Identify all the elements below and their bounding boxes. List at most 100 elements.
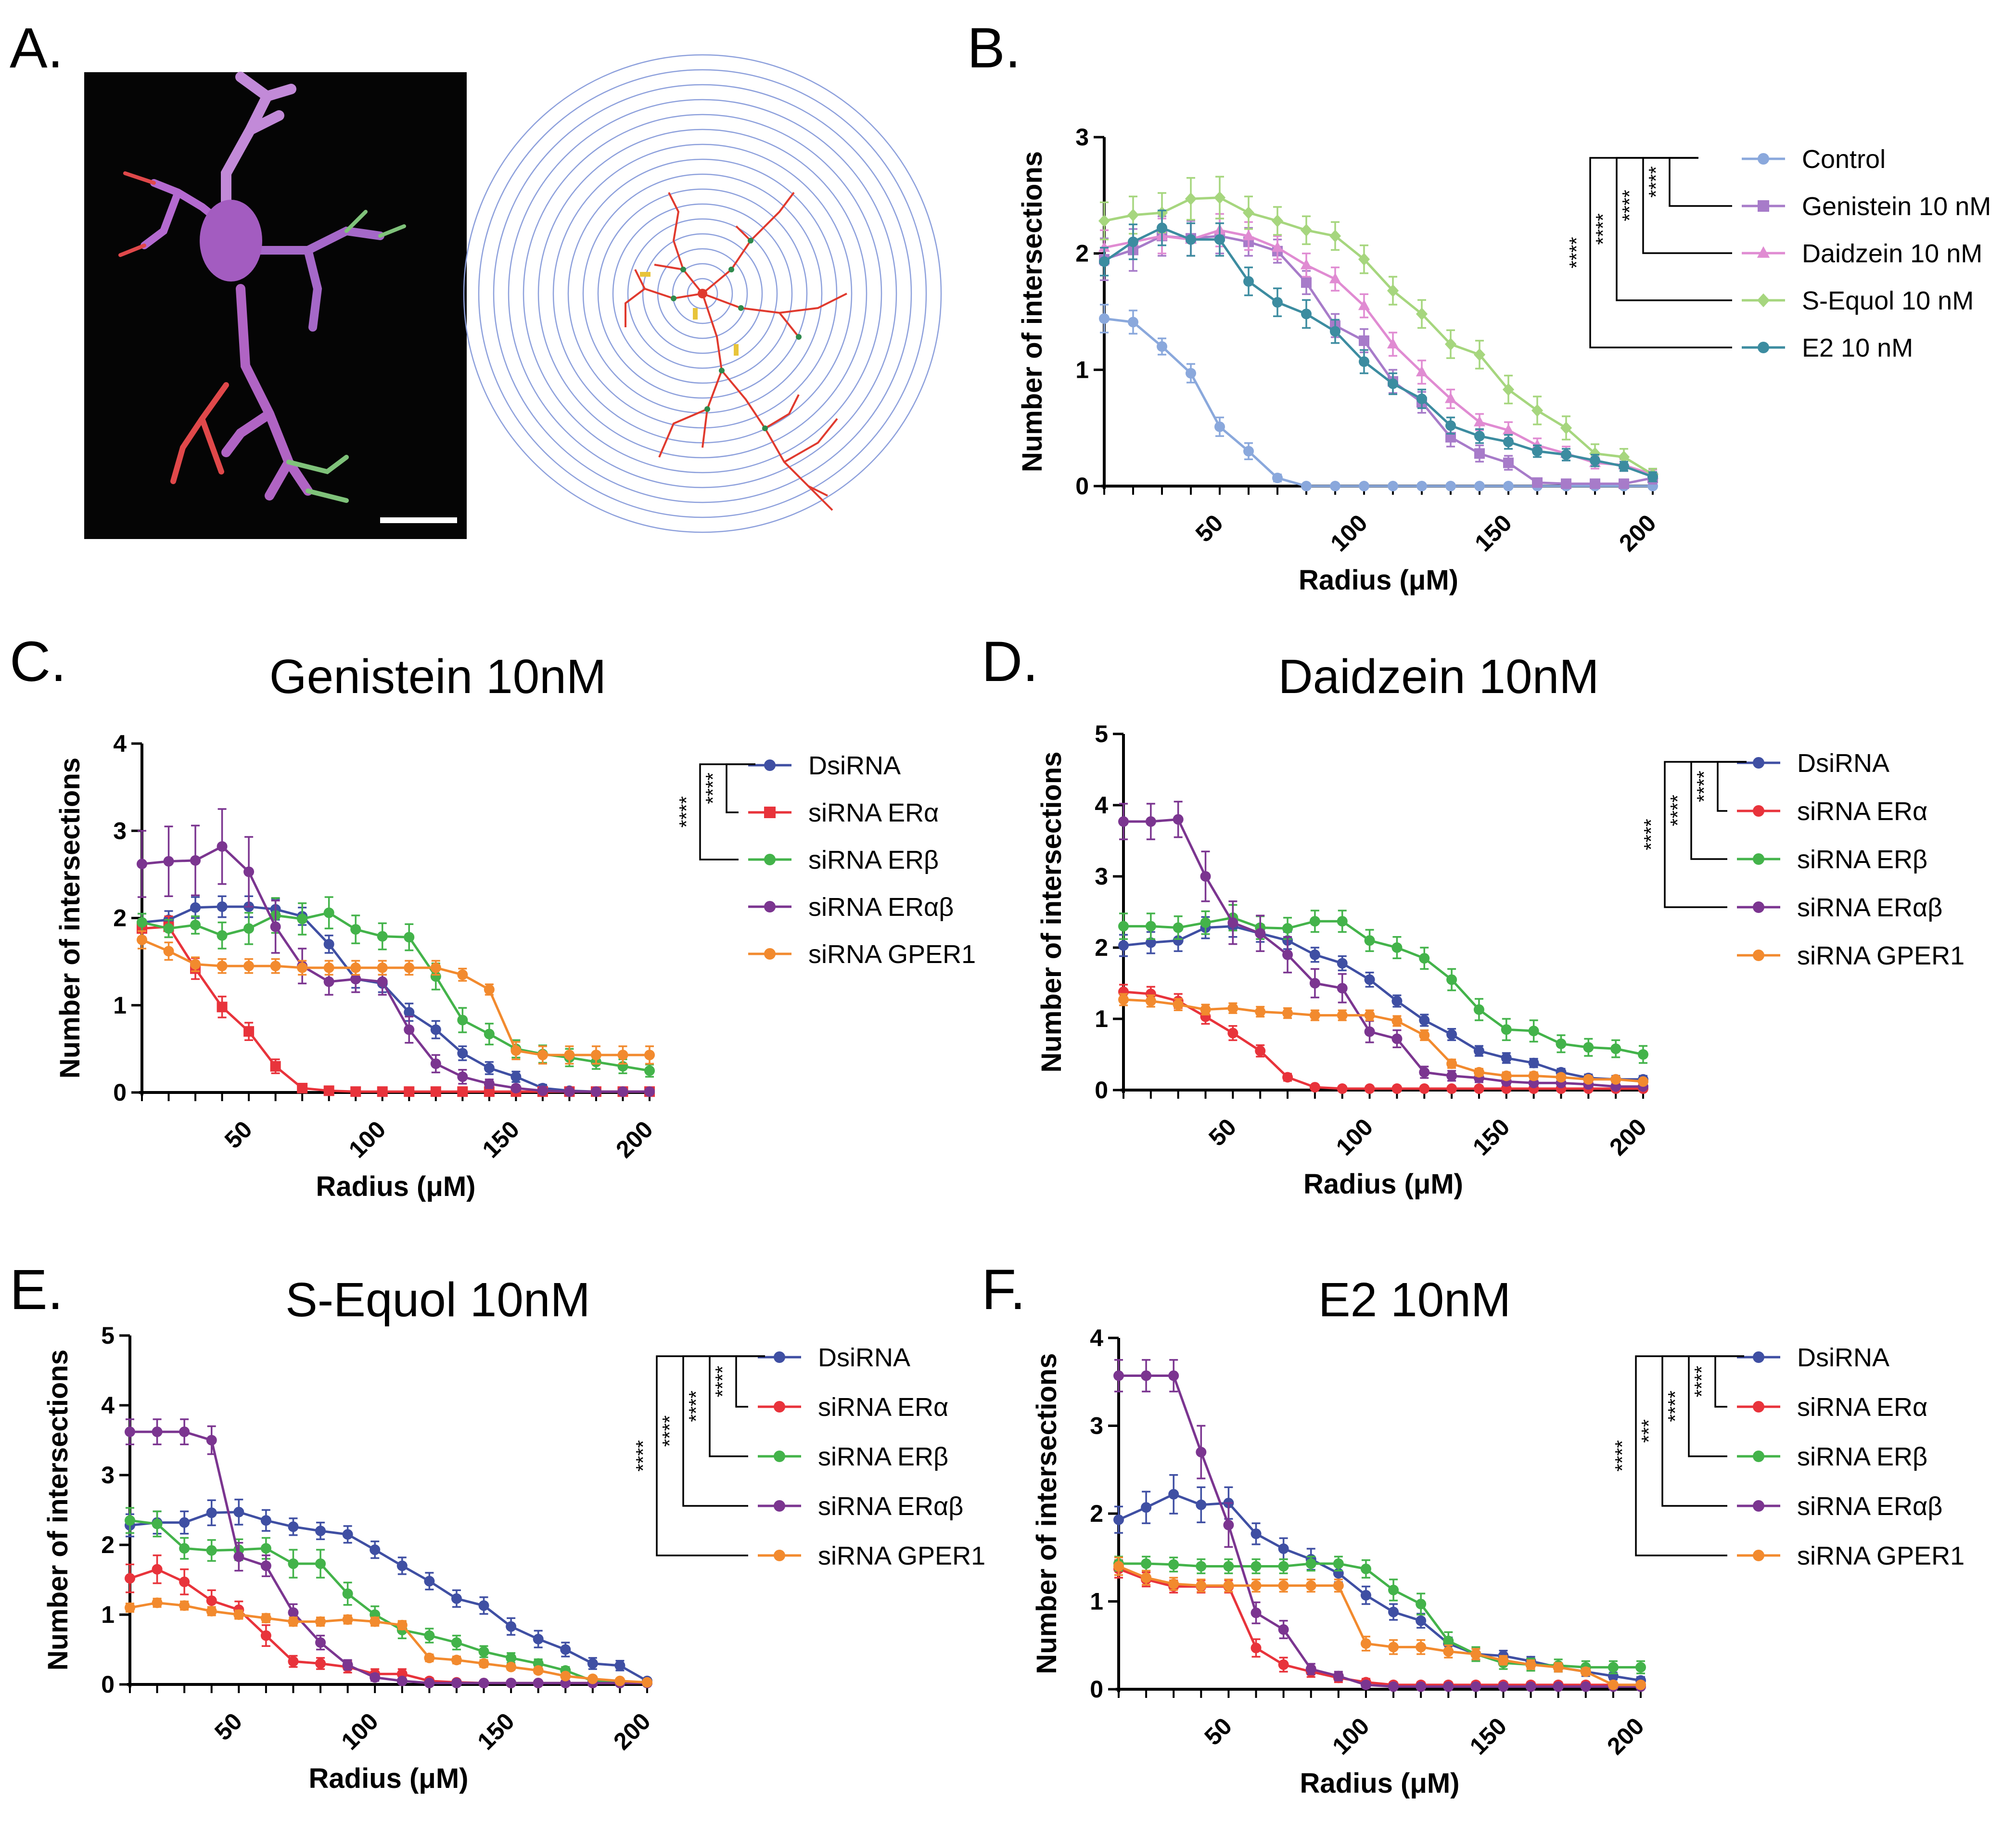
significance-label: **** xyxy=(1664,1390,1686,1422)
legend-label: siRNA GPER1 xyxy=(818,1541,985,1570)
data-point xyxy=(1278,1624,1289,1635)
legend-label: Control xyxy=(1802,145,1886,174)
legend-marker xyxy=(774,1401,785,1413)
sholl-ring xyxy=(537,128,868,459)
data-point xyxy=(233,1551,244,1562)
data-point xyxy=(1416,1642,1427,1653)
data-point xyxy=(297,1082,308,1093)
data-point xyxy=(1445,420,1456,431)
y-tick-label: 4 xyxy=(1090,1324,1103,1351)
data-point xyxy=(510,1045,522,1056)
data-point xyxy=(1250,1528,1262,1539)
legend-item: siRNA ERβ xyxy=(1737,1442,1927,1471)
legend-label: siRNA GPER1 xyxy=(1797,941,1965,970)
sholl-ring xyxy=(508,99,897,488)
data-point xyxy=(1580,1666,1591,1677)
data-point xyxy=(506,1661,517,1672)
data-point xyxy=(590,1050,601,1061)
data-point xyxy=(1446,1070,1457,1081)
legend-marker xyxy=(764,948,776,960)
significance-label: **** xyxy=(675,796,698,827)
data-point xyxy=(1419,953,1430,964)
data-point xyxy=(1128,236,1138,247)
data-point xyxy=(1242,206,1255,219)
data-point xyxy=(323,907,334,918)
data-point xyxy=(1278,1659,1289,1670)
data-point xyxy=(430,962,441,973)
data-point xyxy=(1610,1074,1621,1085)
significance-bracket: **** xyxy=(675,763,755,861)
bracket-line xyxy=(656,1355,765,1556)
data-point xyxy=(1443,1635,1454,1646)
data-point xyxy=(288,1656,299,1667)
data-point xyxy=(1227,1028,1238,1039)
x-axis-label: Radius (μM) xyxy=(1303,1169,1463,1200)
data-point xyxy=(1525,1681,1536,1692)
legend-label: E2 10 nM xyxy=(1802,334,1913,362)
data-point xyxy=(1388,481,1398,491)
data-point xyxy=(1196,1447,1207,1458)
data-point xyxy=(288,1521,299,1532)
data-point xyxy=(315,1558,326,1569)
data-point xyxy=(1553,1681,1564,1692)
data-point xyxy=(323,962,334,973)
legend-item: siRNA ERα xyxy=(748,798,939,827)
data-point xyxy=(1255,928,1266,939)
data-point xyxy=(1282,949,1293,960)
significance-label: **** xyxy=(1666,795,1689,826)
data-point xyxy=(1416,393,1427,404)
data-point xyxy=(152,1597,163,1608)
significance-bracket: **** xyxy=(1640,761,1747,908)
legend-label: siRNA ERβ xyxy=(1797,1442,1927,1471)
y-tick-label: 2 xyxy=(1075,240,1089,267)
legend-label: DsiRNA xyxy=(808,751,901,780)
data-point xyxy=(424,1652,435,1663)
data-point xyxy=(1250,1643,1262,1654)
x-axis-label: Radius (μM) xyxy=(1300,1768,1460,1799)
data-point xyxy=(560,1670,571,1682)
chart-title: S-Equol 10nM xyxy=(285,1273,590,1327)
data-point xyxy=(1501,1053,1512,1064)
data-point xyxy=(125,1426,135,1438)
legend-label: siRNA ERα xyxy=(818,1393,948,1422)
data-point xyxy=(1309,916,1320,927)
data-point xyxy=(1186,368,1196,379)
data-point xyxy=(484,1078,495,1089)
bracket-line xyxy=(699,763,755,861)
data-point xyxy=(260,1543,271,1554)
data-point xyxy=(1498,1655,1509,1666)
data-point xyxy=(1157,222,1167,233)
data-point xyxy=(1470,1649,1481,1659)
legend-marker xyxy=(1757,246,1770,258)
data-point xyxy=(1141,1572,1152,1583)
legend-marker xyxy=(1753,805,1764,817)
y-tick-label: 3 xyxy=(113,817,127,844)
legend-label: DsiRNA xyxy=(1797,1343,1889,1372)
data-point xyxy=(1474,481,1485,491)
data-point xyxy=(1501,1070,1512,1081)
data-point xyxy=(510,1071,522,1082)
data-point xyxy=(297,913,308,925)
y-axis-label: Number of intersections xyxy=(1017,151,1048,472)
data-point xyxy=(451,1593,462,1604)
data-point xyxy=(1473,348,1486,361)
data-point xyxy=(430,1086,441,1097)
data-point xyxy=(206,1606,217,1617)
data-point xyxy=(1553,1662,1564,1673)
data-point xyxy=(1300,224,1313,237)
data-point xyxy=(478,1658,489,1669)
data-point xyxy=(1337,983,1348,994)
data-point xyxy=(1301,308,1312,320)
data-point xyxy=(1255,1006,1266,1017)
data-point xyxy=(1243,276,1254,287)
data-point xyxy=(297,962,308,973)
data-point xyxy=(233,1609,244,1620)
legend-marker xyxy=(1753,1550,1764,1561)
data-point xyxy=(1141,1370,1152,1381)
data-point xyxy=(614,1660,625,1671)
data-point xyxy=(1200,871,1211,882)
data-point xyxy=(1185,192,1197,206)
data-point xyxy=(1388,1681,1399,1692)
x-axis-label: Radius (μM) xyxy=(316,1171,476,1202)
legend-marker xyxy=(1753,1451,1764,1462)
